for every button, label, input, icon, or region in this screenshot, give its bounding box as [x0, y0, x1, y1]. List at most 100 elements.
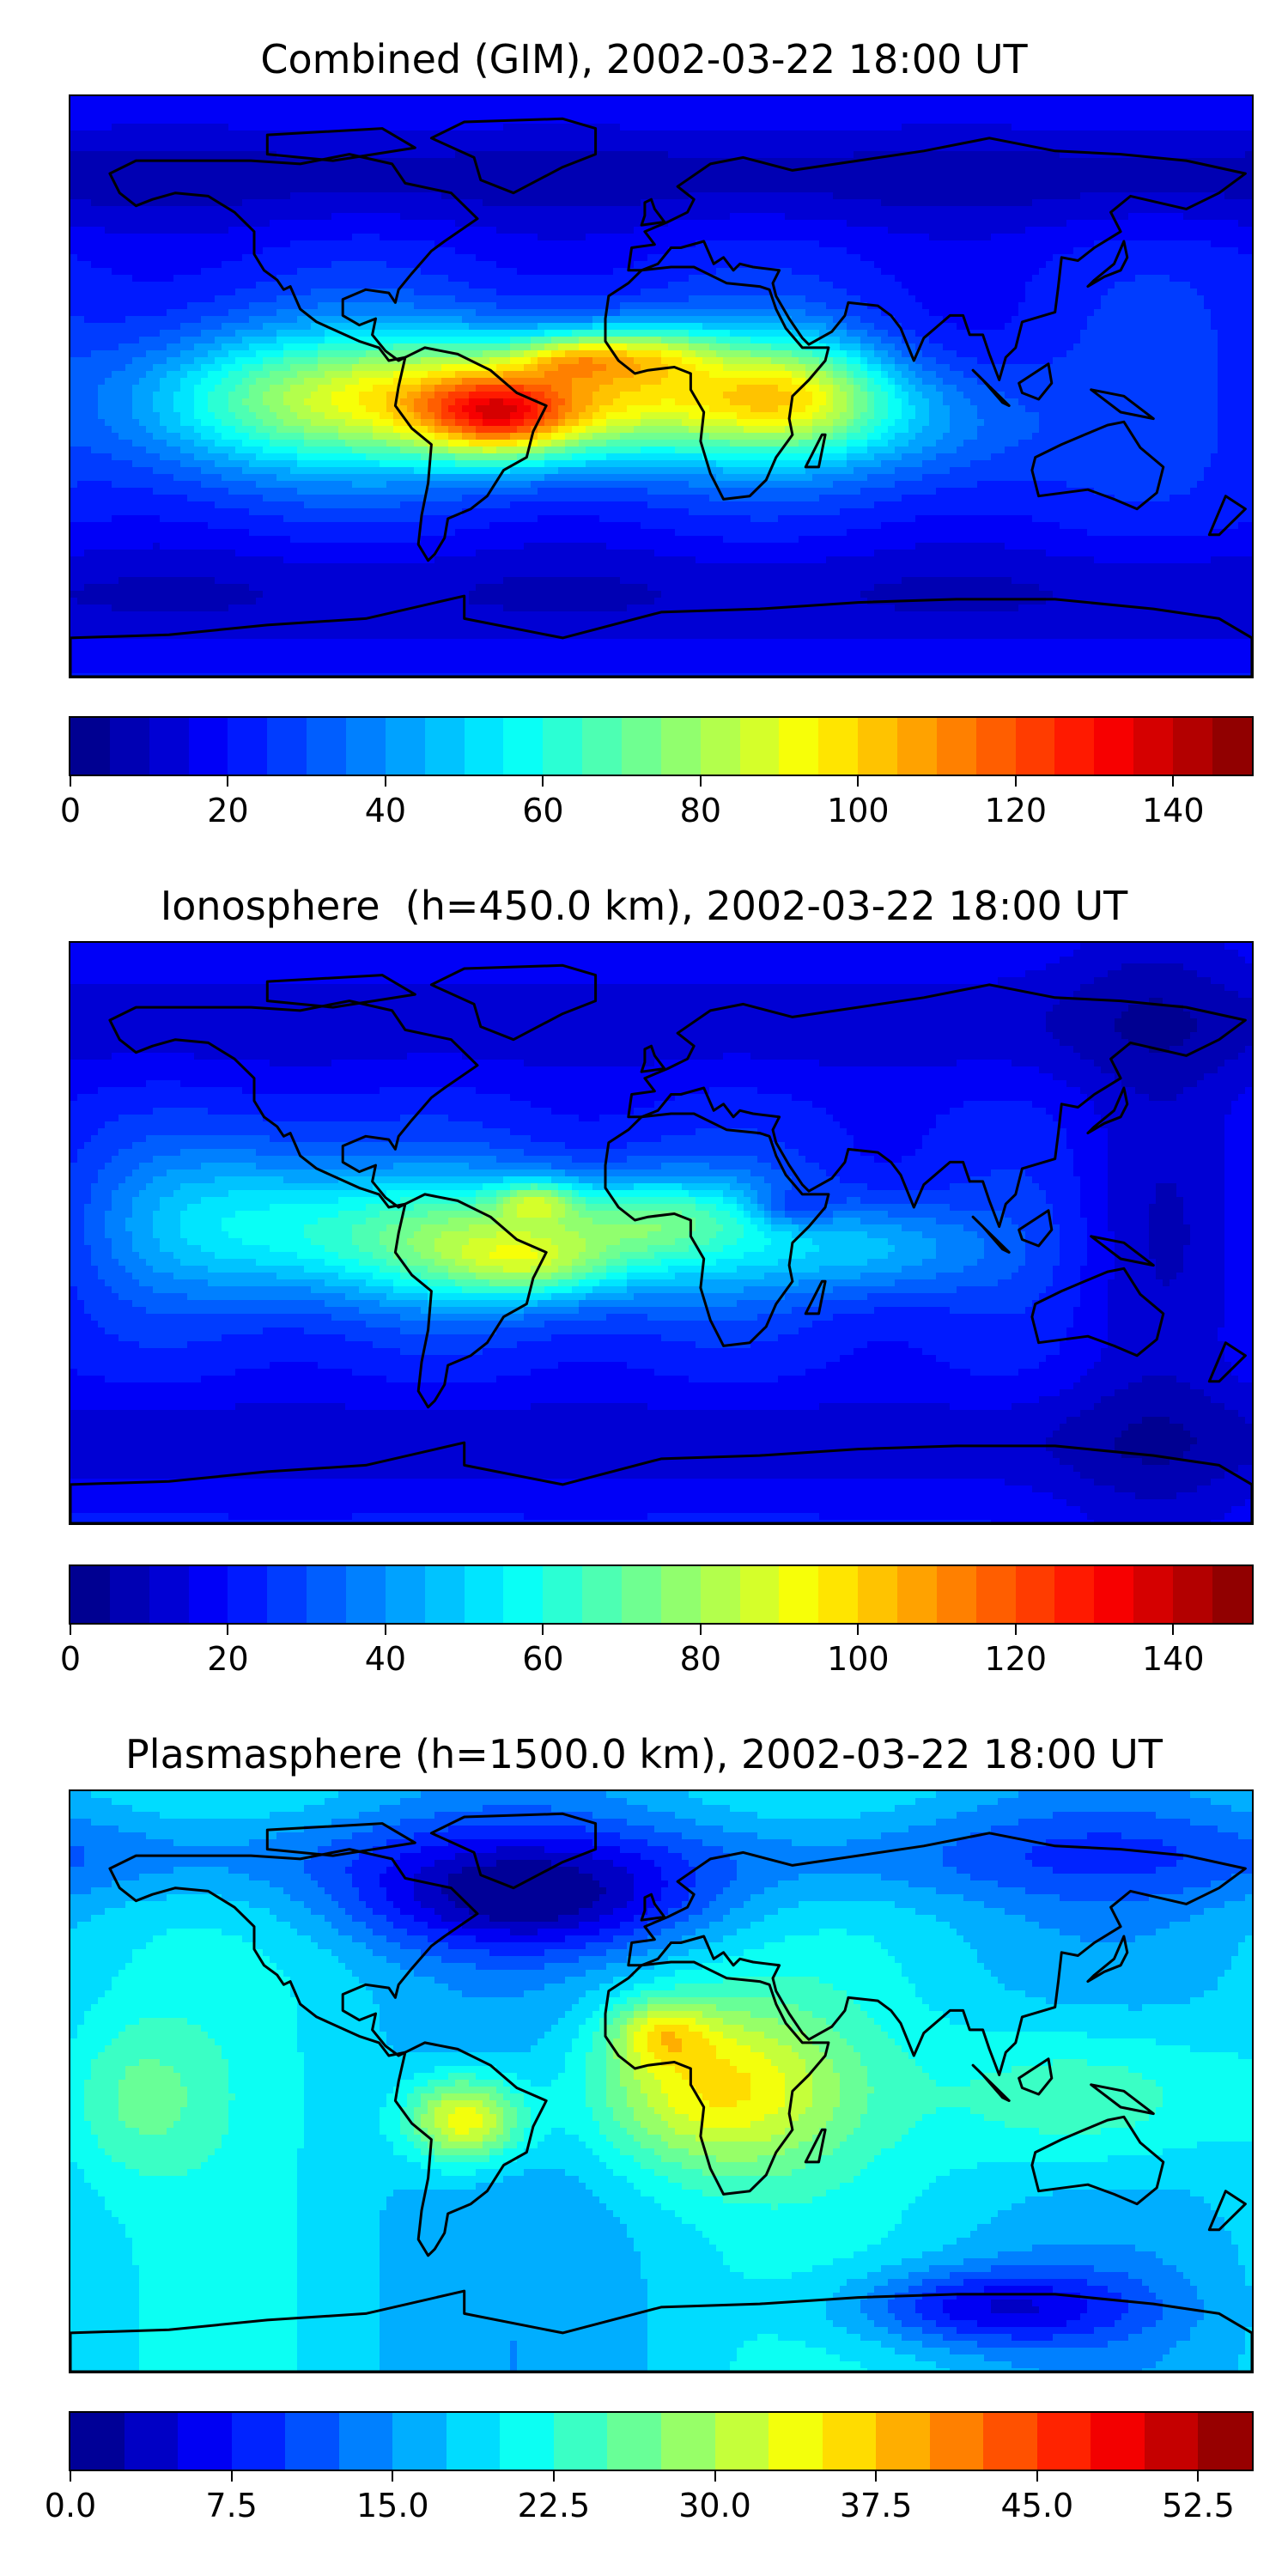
colorbar-segment	[109, 1566, 149, 1623]
panel-2-colorbar-ticks: 0 20 40 60 80 100 120 140	[60, 1625, 1254, 1678]
coastline-9	[971, 1215, 1011, 1254]
coastline-3	[627, 983, 1247, 1228]
colorbar-segment	[1054, 1566, 1095, 1623]
coastline-0	[108, 999, 479, 1209]
coastline-1	[393, 1193, 548, 1409]
colorbar-segment	[1036, 2413, 1091, 2470]
colorbar-tick	[1014, 1625, 1017, 1635]
colorbar-segment	[503, 1566, 544, 1623]
colorbar-tick-label: 15.0	[356, 2487, 429, 2524]
colorbar-segment	[338, 2413, 393, 2470]
colorbar-tick-label: 140	[1142, 1640, 1205, 1678]
colorbar-segment	[346, 1566, 386, 1623]
panel-1-map-svg	[70, 96, 1252, 677]
colorbar-tick-label: 100	[827, 792, 890, 829]
colorbar-segment	[500, 2413, 554, 2470]
panel-2-coastlines	[70, 963, 1252, 1523]
coastline-14	[1207, 2190, 1247, 2232]
panel-1-map	[69, 94, 1254, 678]
colorbar-segment	[700, 718, 740, 775]
colorbar-segment	[188, 718, 228, 775]
coastline-2	[604, 265, 830, 501]
colorbar-segment	[739, 718, 780, 775]
colorbar-tick	[384, 776, 386, 787]
colorbar-segment	[936, 1566, 976, 1623]
colorbar-segment	[1091, 2413, 1145, 2470]
coastline-2	[604, 1960, 830, 2196]
coastline-7	[640, 1893, 666, 1922]
colorbar-segment	[1173, 1566, 1212, 1623]
panel-1-field	[70, 96, 1252, 677]
panel-3-title: Plasmasphere (h=1500.0 km), 2002-03-22 1…	[0, 1731, 1288, 1777]
colorbar-segment	[1144, 2413, 1199, 2470]
colorbar-segment	[607, 2413, 662, 2470]
colorbar-tick-label: 30.0	[678, 2487, 751, 2524]
colorbar-tick	[1172, 776, 1175, 787]
colorbar-segment	[424, 1566, 465, 1623]
colorbar-segment	[929, 2413, 984, 2470]
colorbar-tick-label: 0.0	[45, 2487, 96, 2524]
colorbar-segment	[818, 1566, 859, 1623]
colorbar-tick	[1172, 1625, 1175, 1635]
colorbar-tick	[699, 1625, 702, 1635]
coastline-12	[1090, 388, 1155, 421]
colorbar-tick	[70, 1625, 71, 1635]
colorbar-segment	[124, 2413, 179, 2470]
coastline-14	[1207, 1341, 1247, 1383]
coastline-6	[429, 1812, 598, 1890]
coastline-6	[429, 963, 598, 1042]
colorbar-segment	[109, 718, 149, 775]
colorbar-tick	[70, 776, 71, 787]
colorbar-segment	[936, 718, 976, 775]
colorbar-tick-label: 120	[985, 1640, 1048, 1678]
panel-2-field	[70, 943, 1252, 1523]
colorbar-tick	[875, 2471, 878, 2482]
colorbar-tick-label: 20	[207, 1640, 248, 1678]
colorbar-segment	[975, 718, 1016, 775]
colorbar-segment	[1094, 718, 1134, 775]
colorbar-segment	[464, 1566, 504, 1623]
colorbar-segment	[70, 1566, 110, 1623]
colorbar-segment	[392, 2413, 447, 2470]
colorbar-tick	[1014, 776, 1017, 787]
coastline-9	[971, 2063, 1011, 2102]
colorbar-tick-label: 0	[60, 1640, 81, 1678]
colorbar-segment	[700, 1566, 740, 1623]
colorbar-tick-label: 0	[60, 792, 81, 829]
coastline-1	[393, 346, 548, 562]
panel-3-map	[69, 1789, 1254, 2373]
colorbar-segment	[228, 1566, 268, 1623]
colorbar-tick-label: 40	[365, 1640, 406, 1678]
colorbar-segment	[876, 2413, 930, 2470]
coastline-0	[108, 153, 479, 362]
colorbar-segment	[70, 2413, 125, 2470]
colorbar-segment	[231, 2413, 286, 2470]
panel-1-colorbar-ticks: 0 20 40 60 80 100 120 140	[60, 776, 1254, 829]
panel-3-colorbar	[69, 2411, 1254, 2471]
colorbar-tick	[384, 1625, 386, 1635]
colorbar-segment	[424, 718, 465, 775]
colorbar-tick	[699, 776, 702, 787]
colorbar-segment	[858, 718, 898, 775]
coastline-6	[429, 117, 598, 195]
panel-3-colorbar-ticks: 0.0 7.5 15.0 22.5 30.0 37.5 45.0 52.5	[45, 2471, 1254, 2524]
panel-1-coastlines	[70, 117, 1252, 677]
coastline-5	[70, 2289, 1252, 2372]
coastline-11	[804, 1279, 827, 1315]
colorbar-tick	[392, 2471, 394, 2482]
colorbar-tick-label: 60	[522, 1640, 563, 1678]
coastline-5	[70, 1441, 1252, 1523]
coastline-5	[70, 594, 1252, 677]
coastline-3	[627, 1832, 1247, 2076]
colorbar-segment	[1094, 1566, 1134, 1623]
colorbar-segment	[543, 718, 583, 775]
colorbar-segment	[858, 1566, 898, 1623]
colorbar-tick-label: 45.0	[1001, 2487, 1074, 2524]
coastline-8	[1086, 240, 1129, 289]
coastline-13	[265, 1822, 416, 1857]
colorbar-tick	[542, 776, 544, 787]
colorbar-segment	[582, 718, 623, 775]
colorbar-tick	[1036, 2471, 1038, 2482]
colorbar-segment	[385, 718, 425, 775]
colorbar-segment	[822, 2413, 877, 2470]
